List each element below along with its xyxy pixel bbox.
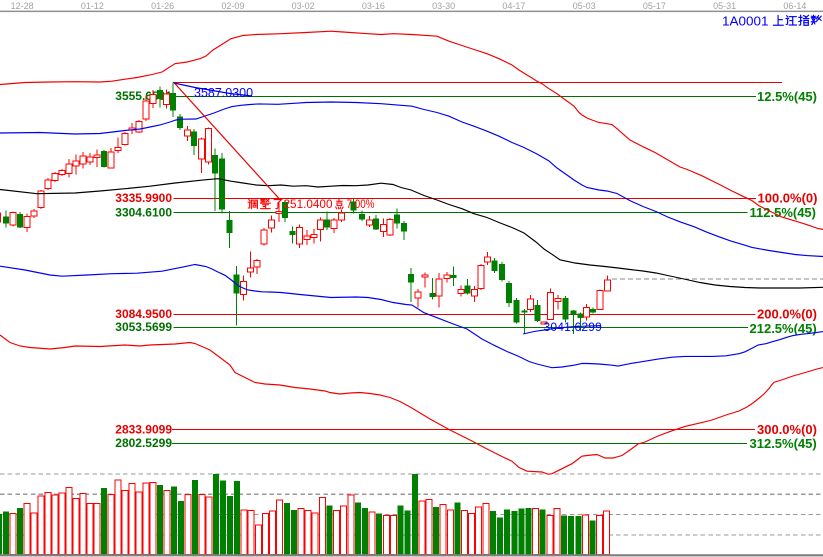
svg-text:7.00%: 7.00% xyxy=(347,197,375,211)
svg-text:02-09: 02-09 xyxy=(221,1,244,11)
svg-text:03-16: 03-16 xyxy=(362,1,385,11)
svg-text:3041.6299: 3041.6299 xyxy=(544,320,603,334)
svg-text:01-26: 01-26 xyxy=(151,1,174,11)
svg-text:3304.6100: 3304.6100 xyxy=(115,205,172,219)
svg-text:100.0%(0): 100.0%(0) xyxy=(758,190,818,205)
svg-text:112.5%(45): 112.5%(45) xyxy=(750,205,817,220)
svg-text:12-28: 12-28 xyxy=(11,1,34,11)
svg-text:05-03: 05-03 xyxy=(573,1,596,11)
svg-text:212.5%(45): 212.5%(45) xyxy=(750,321,817,336)
svg-text:06-14: 06-14 xyxy=(783,1,806,11)
svg-text:2802.5299: 2802.5299 xyxy=(115,436,172,450)
svg-text:251.0400: 251.0400 xyxy=(284,197,333,211)
svg-text:300.0%(0): 300.0%(0) xyxy=(757,422,817,437)
svg-text:04-17: 04-17 xyxy=(502,1,525,11)
svg-text:01-12: 01-12 xyxy=(81,1,104,11)
svg-text:1A0001: 1A0001 xyxy=(722,14,769,29)
svg-text:03-30: 03-30 xyxy=(432,1,455,11)
svg-text:3084.9500: 3084.9500 xyxy=(115,307,172,321)
svg-text:2833.9099: 2833.9099 xyxy=(115,422,172,436)
svg-text:3053.5699: 3053.5699 xyxy=(115,320,172,334)
svg-text:12.5%(45): 12.5%(45) xyxy=(757,89,817,104)
svg-text:3335.9900: 3335.9900 xyxy=(115,191,172,205)
svg-text:312.5%(45): 312.5%(45) xyxy=(750,436,817,451)
svg-text:05-31: 05-31 xyxy=(713,1,736,11)
svg-text:05-17: 05-17 xyxy=(643,1,666,11)
svg-text:03-02: 03-02 xyxy=(292,1,315,11)
svg-text:200.0%(0): 200.0%(0) xyxy=(757,306,817,321)
